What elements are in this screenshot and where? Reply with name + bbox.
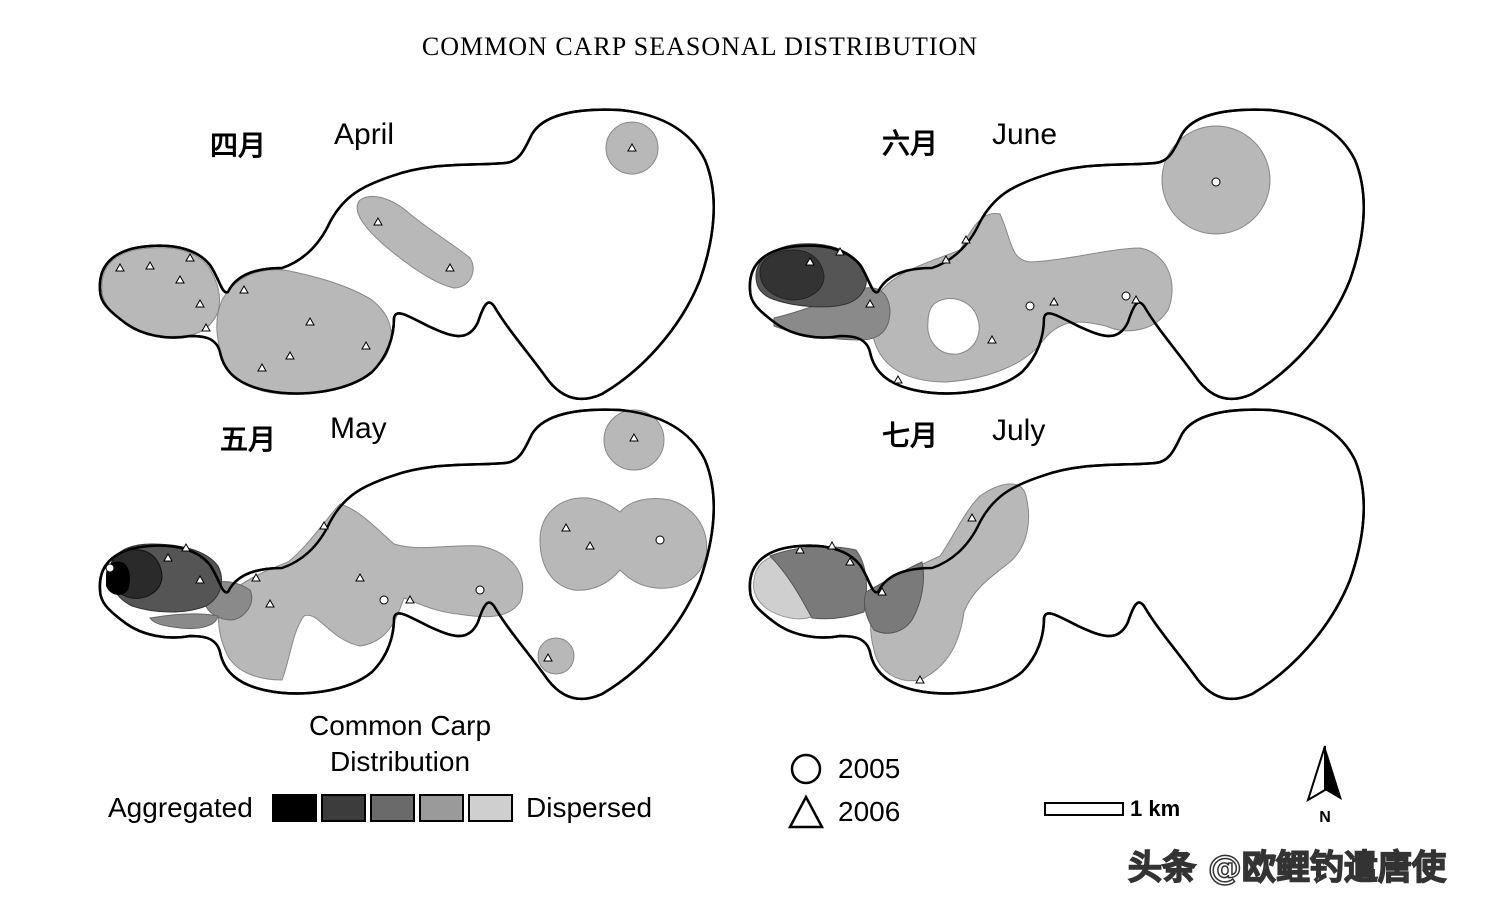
marker-2006	[629, 432, 639, 442]
legend-dispersed-label: Dispersed	[526, 792, 653, 823]
marker-2005	[1025, 301, 1035, 311]
panel-label-en-july: July	[992, 414, 1046, 447]
marker-2006	[201, 322, 211, 332]
map-april	[98, 108, 716, 401]
marker-2006	[915, 674, 925, 684]
legend-marker-2006-label: 2006	[838, 796, 901, 827]
watermark: 头条 @欧鲤钓遣唐使	[1127, 847, 1446, 889]
zone-dispersed	[356, 196, 474, 289]
marker-2006	[967, 512, 977, 522]
marker-2006	[181, 542, 191, 552]
marker-2006	[373, 216, 383, 226]
marker-2005	[105, 563, 115, 573]
marker-2006	[1049, 296, 1059, 306]
zone-clear	[927, 298, 980, 355]
marker-2006	[239, 284, 249, 294]
marker-2005	[1121, 291, 1131, 301]
marker-2006	[865, 298, 875, 308]
marker-2006	[361, 340, 371, 350]
marker-2005	[379, 595, 389, 605]
zone-dispersed	[101, 247, 221, 337]
panel-label-en-may: May	[330, 412, 387, 445]
legend-swatch-3	[370, 794, 415, 822]
legend-swatches	[272, 794, 513, 822]
marker-2006	[195, 574, 205, 584]
zone-dispersed	[539, 497, 708, 591]
marker-2005	[1211, 177, 1221, 187]
scale-bar: 1 km	[1044, 796, 1180, 822]
north-label: N	[1319, 809, 1331, 826]
marker-2006	[355, 572, 365, 582]
legend-swatch-5	[468, 794, 513, 822]
marker-2006	[405, 594, 415, 604]
legend-marker-2006: 2006	[788, 794, 900, 830]
marker-2006	[835, 246, 845, 256]
marker-2006	[445, 262, 455, 272]
north-arrow-icon: N	[1306, 745, 1342, 826]
panel-label-cn-may: 五月	[220, 423, 277, 456]
marker-2006	[561, 522, 571, 532]
zone-dispersed	[218, 503, 524, 681]
marker-2006	[163, 552, 173, 562]
legend-title-line2: Distribution	[329, 746, 471, 777]
marker-2006	[175, 274, 185, 284]
marker-2006	[941, 254, 951, 264]
marker-2006	[1131, 294, 1141, 304]
legend-title-line1: Common Carp	[308, 710, 492, 741]
legend-swatch-2	[321, 794, 366, 822]
marker-2006	[805, 256, 815, 266]
marker-2006	[893, 374, 903, 384]
marker-2006	[251, 572, 261, 582]
marker-2005	[655, 535, 665, 545]
figure-title: COMMON CARP SEASONAL DISTRIBUTION	[421, 32, 979, 61]
zone-moderate	[149, 613, 219, 629]
panel-label-cn-july: 七月	[882, 419, 939, 452]
zone-dispersed	[537, 637, 575, 675]
scale-bar-box	[1044, 802, 1124, 816]
legend-swatch-4	[419, 794, 464, 822]
marker-2006	[285, 350, 295, 360]
marker-2006	[845, 556, 855, 566]
marker-2006	[305, 316, 315, 326]
legend-marker-2005-label: 2005	[838, 753, 901, 784]
panel-label-cn-april: 四月	[210, 129, 267, 162]
marker-2006	[543, 652, 553, 662]
marker-2006	[195, 298, 205, 308]
map-july	[748, 408, 1366, 701]
legend-title: Common Carp Distribution	[270, 708, 530, 780]
panel-label-cn-june: 六月	[882, 127, 939, 160]
circle-icon	[790, 753, 822, 785]
marker-2006	[795, 544, 805, 554]
marker-2006	[185, 252, 195, 262]
map-may	[98, 408, 716, 701]
scale-label: 1 km	[1130, 796, 1181, 821]
marker-2006	[585, 540, 595, 550]
marker-2006	[961, 234, 971, 244]
marker-2005	[475, 585, 485, 595]
marker-2006	[145, 260, 155, 270]
legend-marker-2005: 2005	[788, 752, 900, 786]
panel-label-en-april: April	[334, 118, 395, 151]
marker-2006	[877, 586, 887, 596]
marker-2006	[319, 520, 329, 530]
marker-2006	[827, 540, 837, 550]
legend-swatch-1	[272, 794, 317, 822]
triangle-icon	[788, 794, 824, 829]
marker-2006	[987, 334, 997, 344]
zone-dispersed	[870, 483, 1030, 682]
panel-label-en-june: June	[992, 118, 1058, 151]
marker-2006	[265, 598, 275, 608]
marker-2006	[257, 362, 267, 372]
marker-2006	[627, 142, 637, 152]
marker-2006	[115, 262, 125, 272]
map-june	[748, 108, 1366, 401]
legend-aggregated-label: Aggregated	[108, 792, 253, 823]
